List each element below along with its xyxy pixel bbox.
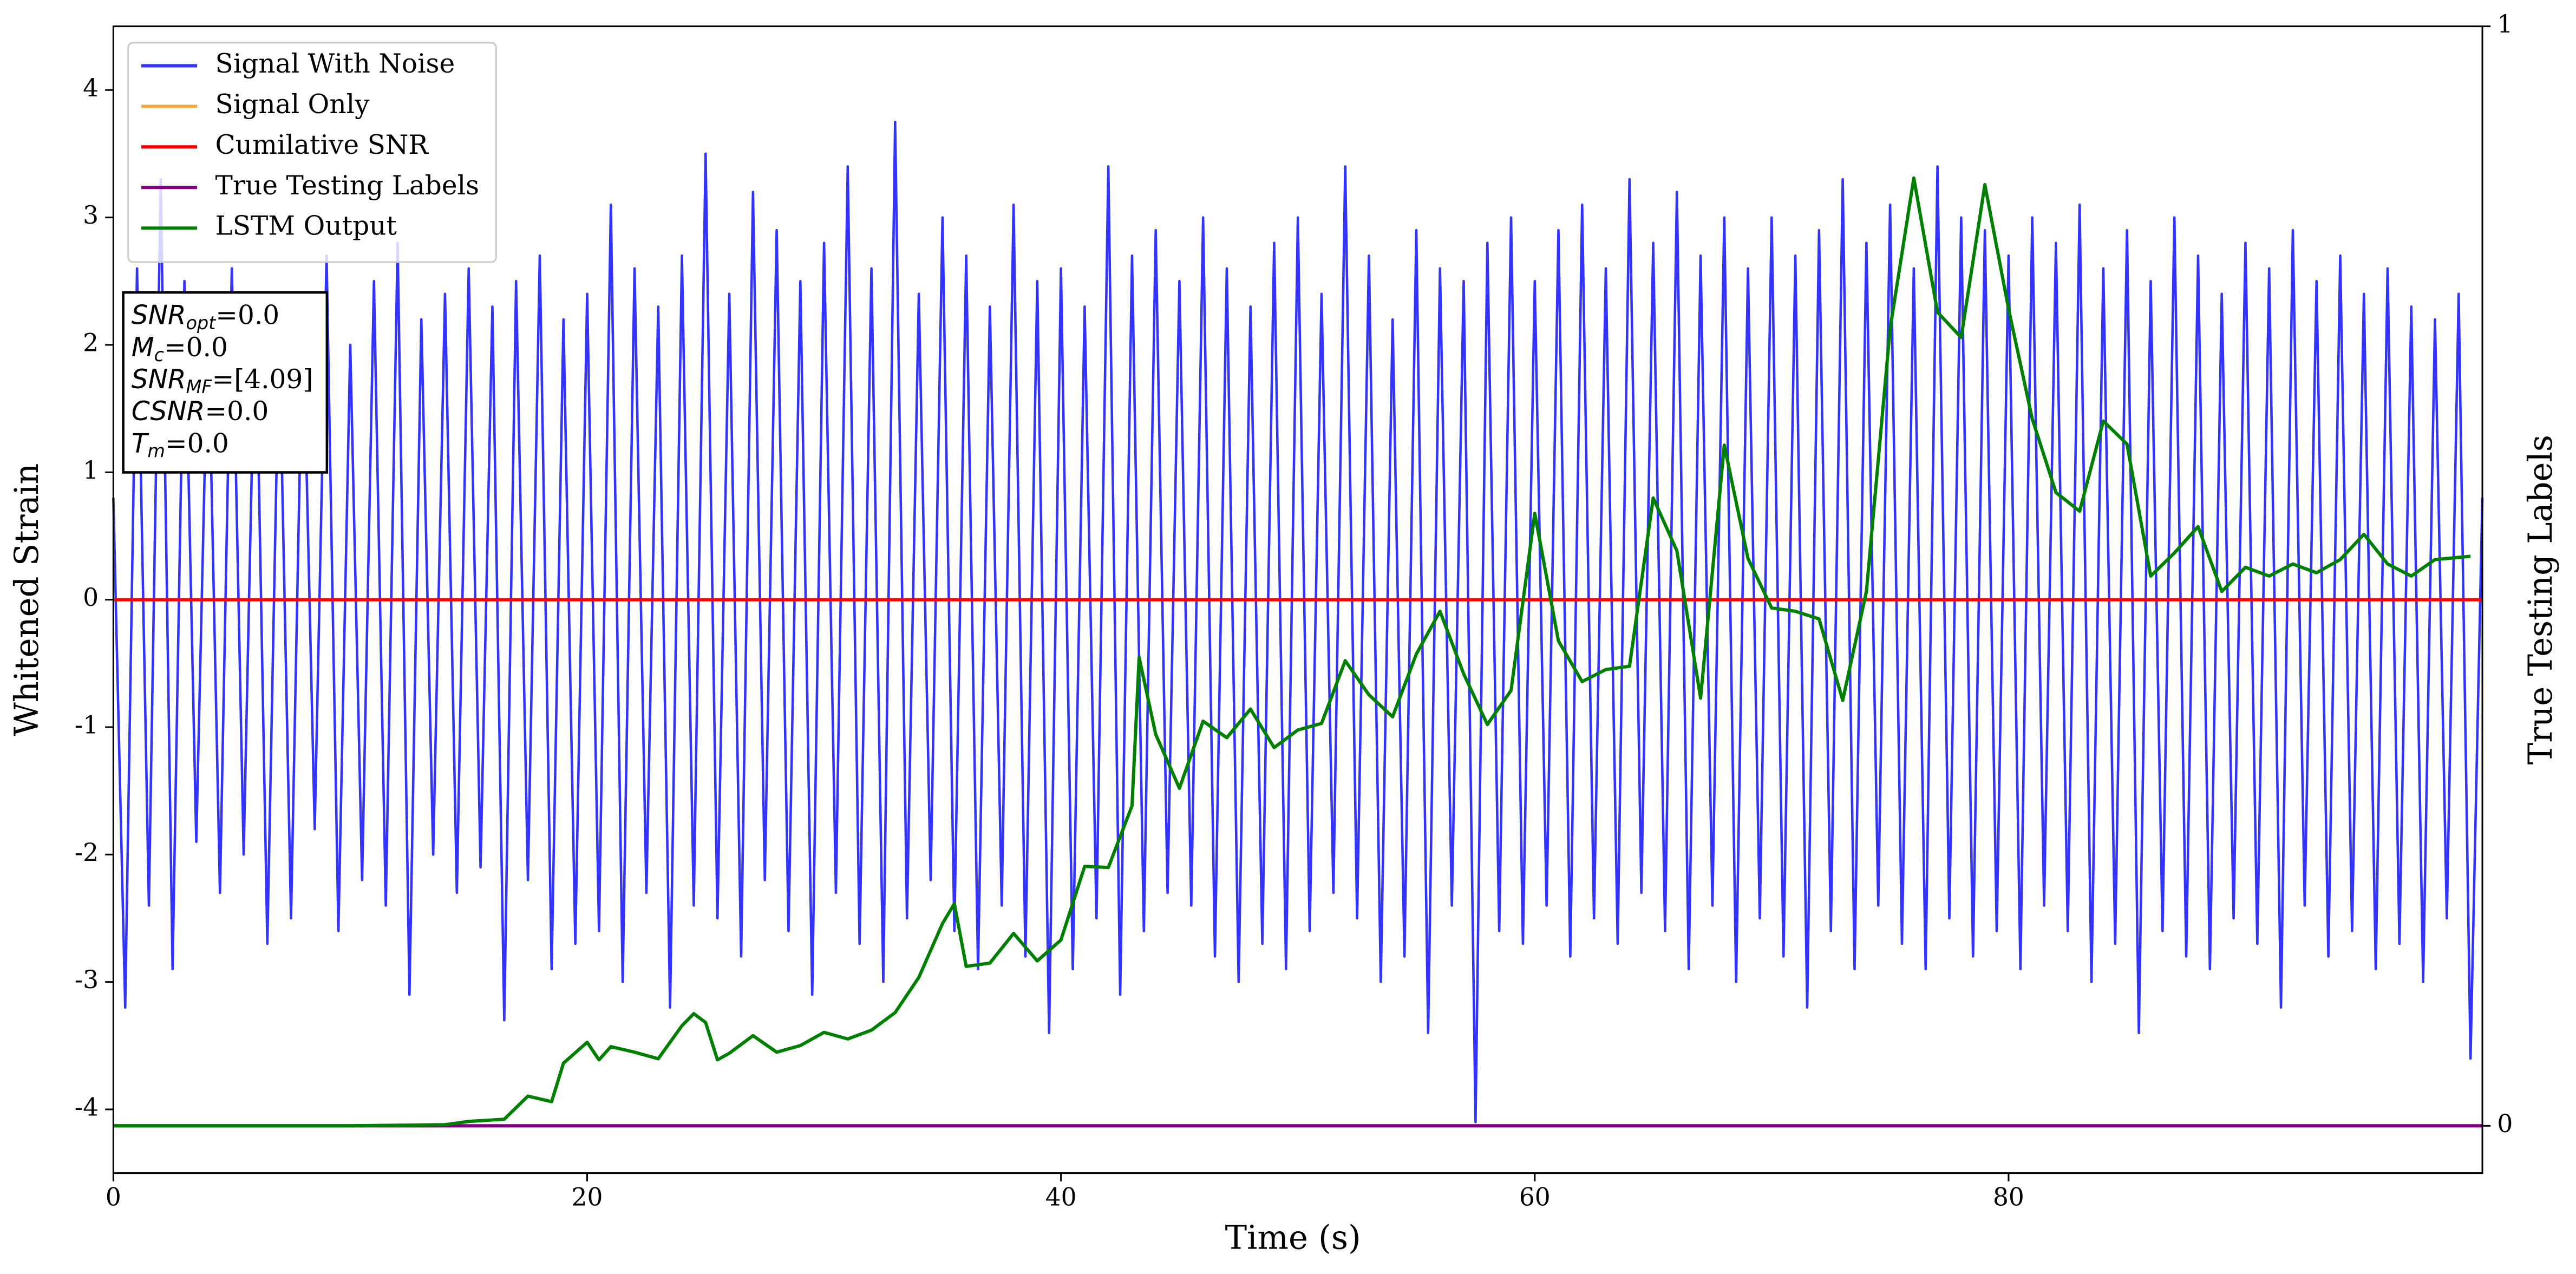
annotation-text: =0.0 <box>215 300 279 330</box>
series-line <box>113 176 2471 1128</box>
x-tick-label: 80 <box>1993 1183 2024 1212</box>
legend-label: Signal Only <box>215 89 370 120</box>
y-tick-label: -3 <box>75 965 99 994</box>
annotation-text: =0.0 <box>205 396 269 427</box>
annotation-text: =0.0 <box>165 428 229 459</box>
y-tick-label: 1 <box>83 456 99 485</box>
y-tick-label: -4 <box>75 1093 99 1121</box>
legend-label: Signal With Noise <box>215 49 455 79</box>
annotation-line: CSNR=0.0 <box>132 396 269 427</box>
y2-axis-label: True Testing Labels <box>2522 435 2560 765</box>
plot-area <box>112 120 2484 1128</box>
y-axis-label: Whitened Strain <box>8 463 46 736</box>
legend-box <box>127 42 497 263</box>
annotation-sub: c <box>154 344 164 365</box>
y2-tick-label: 1 <box>2497 10 2513 38</box>
series-line <box>112 120 2484 1123</box>
annotation: SNRopt=0.0Mc=0.0SNRMF=[4.09]CSNR=0.0Tm=0… <box>122 291 329 474</box>
y-tick-label: 2 <box>83 328 99 357</box>
annotation-line: Tm=0.0 <box>132 428 229 461</box>
y-tick-label: -1 <box>75 710 99 739</box>
annotation-text: =[4.09] <box>212 364 313 395</box>
annotation-name: CSNR <box>132 396 205 427</box>
x-tick-label: 60 <box>1519 1183 1551 1212</box>
annotation-text: =0.0 <box>164 332 228 362</box>
y-tick-label: 4 <box>83 74 99 102</box>
y-tick-label: 0 <box>83 583 99 612</box>
annotation-sub: MF <box>186 376 213 397</box>
annotation-line: SNRopt=0.0 <box>132 300 279 333</box>
legend-label: LSTM Output <box>215 211 397 241</box>
legend: Signal With Noise Signal Only Cumilative S… <box>127 42 497 263</box>
annotation-line: SNRMF=[4.09] <box>132 364 313 397</box>
x-tick-label: 40 <box>1045 1183 1077 1212</box>
annotation-sub: opt <box>186 312 217 333</box>
annotation-sub: m <box>147 440 165 461</box>
x-tick-label: 0 <box>106 1183 121 1212</box>
x-axis-label: Time (s) <box>1225 1219 1361 1257</box>
y-tick-label: 3 <box>83 201 99 230</box>
legend-label: True Testing Labels <box>215 171 480 201</box>
x-tick-label: 20 <box>572 1183 603 1212</box>
annotation-line: Mc=0.0 <box>132 332 228 365</box>
y-tick-label: -2 <box>75 838 99 867</box>
annotation-box <box>122 291 329 474</box>
legend-label: Cumilative SNR <box>215 130 429 160</box>
annotation-name: SNR <box>132 300 186 331</box>
annotation-name: T <box>132 428 149 459</box>
y2-tick-label: 0 <box>2497 1109 2513 1138</box>
annotation-name: SNR <box>132 364 186 395</box>
annotation-name: M <box>132 332 154 363</box>
